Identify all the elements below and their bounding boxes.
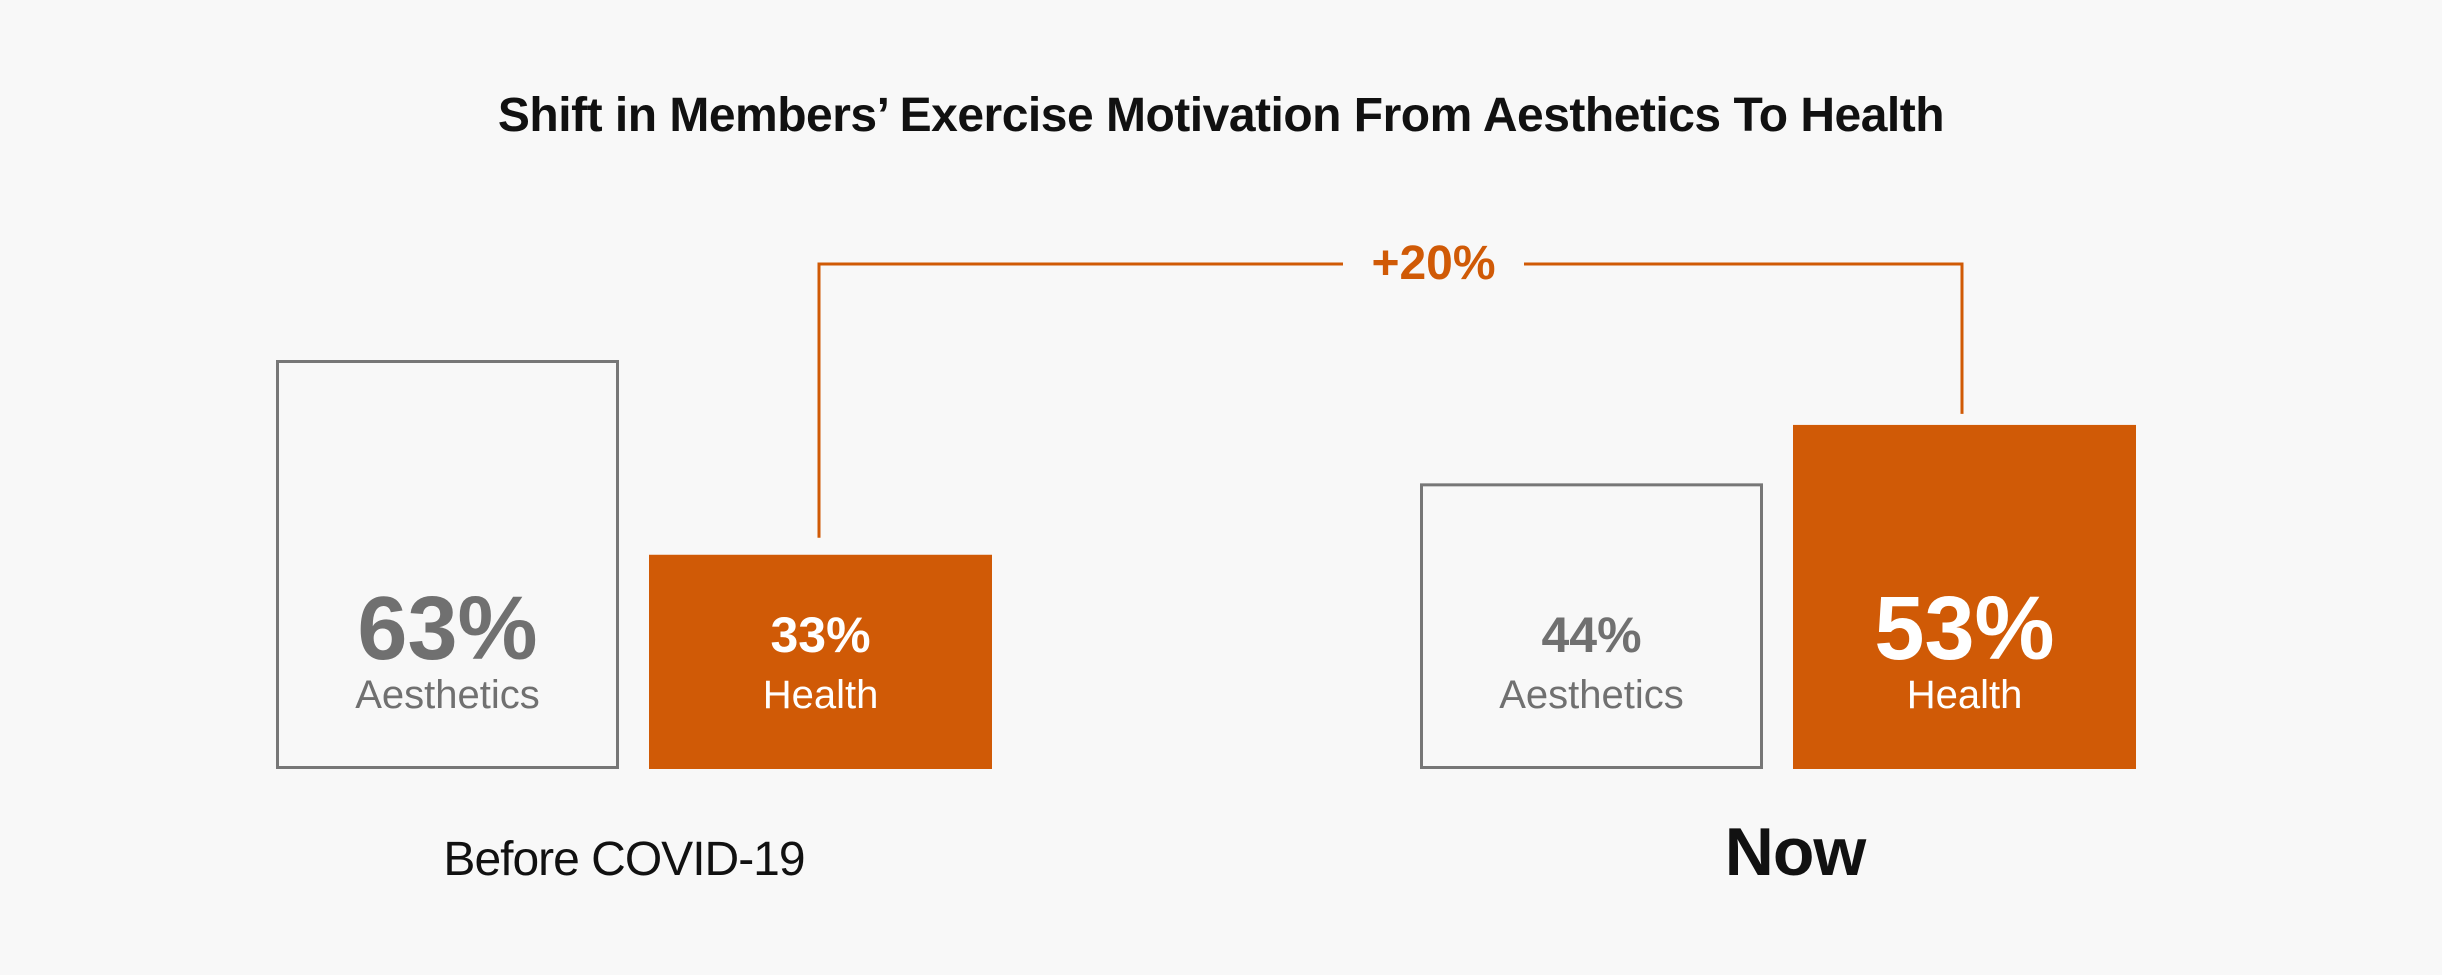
category-label-health-now: Health (1907, 673, 2023, 717)
change-annotation-label: +20% (1371, 237, 1495, 290)
group-label-before-covid: Before COVID-19 (443, 833, 804, 886)
chart-title: Shift in Members’ Exercise Motivation Fr… (498, 89, 1944, 142)
change-connector-line (817, 262, 1964, 538)
category-label-health-before-covid-19: Health (763, 673, 879, 717)
value-label-health-before-covid-19: 33% (770, 607, 870, 663)
annotation-layer: +20% (817, 237, 1964, 538)
category-label-aesthetics-before-covid-19: Aesthetics (355, 673, 540, 717)
bar-aesthetics-before-covid-19 (276, 360, 619, 769)
bars-layer: 63%Aesthetics44%Aesthetics33%Health53%He… (276, 360, 2136, 769)
bar-health-now (1793, 424, 2136, 769)
category-label-aesthetics-now: Aesthetics (1499, 673, 1684, 717)
bar-aesthetics-now (1420, 483, 1763, 769)
value-label-health-now: 53% (1874, 579, 2054, 679)
group-label-now: Now (1725, 814, 1868, 890)
value-label-aesthetics-now: 44% (1541, 607, 1641, 663)
value-label-aesthetics-before-covid-19: 63% (357, 579, 537, 679)
bar-health-before-covid-19 (649, 554, 992, 769)
